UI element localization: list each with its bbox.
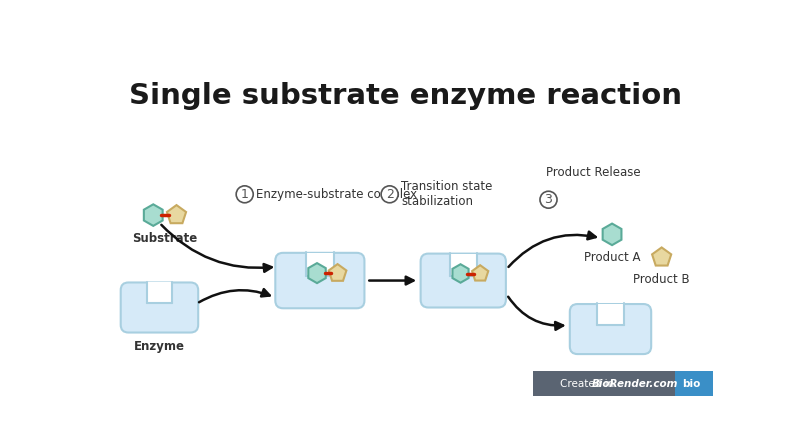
Polygon shape bbox=[652, 247, 672, 266]
Text: 1: 1 bbox=[241, 188, 249, 201]
Text: 2: 2 bbox=[386, 188, 394, 201]
FancyArrowPatch shape bbox=[508, 232, 596, 267]
Text: Product B: Product B bbox=[634, 273, 690, 286]
Text: Product Release: Product Release bbox=[546, 166, 641, 179]
FancyArrowPatch shape bbox=[199, 289, 270, 302]
Polygon shape bbox=[603, 223, 622, 245]
Text: Single substrate enzyme reaction: Single substrate enzyme reaction bbox=[129, 82, 683, 110]
FancyBboxPatch shape bbox=[120, 283, 198, 332]
Text: Product A: Product A bbox=[584, 251, 640, 263]
Text: Enzyme: Enzyme bbox=[134, 340, 185, 353]
Text: BioRender.com: BioRender.com bbox=[592, 379, 678, 389]
Text: 3: 3 bbox=[545, 193, 553, 206]
Text: bio: bio bbox=[682, 379, 700, 389]
Bar bbox=[533, 372, 713, 396]
Bar bbox=[147, 283, 172, 303]
Polygon shape bbox=[329, 264, 346, 281]
FancyArrowPatch shape bbox=[508, 297, 563, 330]
Bar bbox=[450, 254, 477, 276]
Bar bbox=[306, 253, 334, 276]
Text: Enzyme-substrate complex: Enzyme-substrate complex bbox=[257, 188, 417, 201]
Circle shape bbox=[381, 186, 398, 203]
Polygon shape bbox=[472, 265, 489, 280]
Circle shape bbox=[236, 186, 253, 203]
Polygon shape bbox=[144, 204, 162, 226]
Text: Created in: Created in bbox=[560, 379, 618, 389]
Text: Substrate: Substrate bbox=[132, 232, 197, 245]
Polygon shape bbox=[167, 205, 186, 223]
Bar bbox=[597, 304, 623, 325]
Bar bbox=[675, 372, 713, 396]
Text: Transition state
stabilization: Transition state stabilization bbox=[402, 180, 493, 208]
FancyBboxPatch shape bbox=[569, 304, 651, 354]
Polygon shape bbox=[452, 264, 469, 283]
FancyBboxPatch shape bbox=[276, 253, 364, 308]
Polygon shape bbox=[308, 263, 326, 283]
Circle shape bbox=[540, 191, 557, 208]
FancyArrowPatch shape bbox=[162, 225, 272, 272]
FancyBboxPatch shape bbox=[421, 254, 506, 307]
FancyArrowPatch shape bbox=[369, 277, 413, 284]
